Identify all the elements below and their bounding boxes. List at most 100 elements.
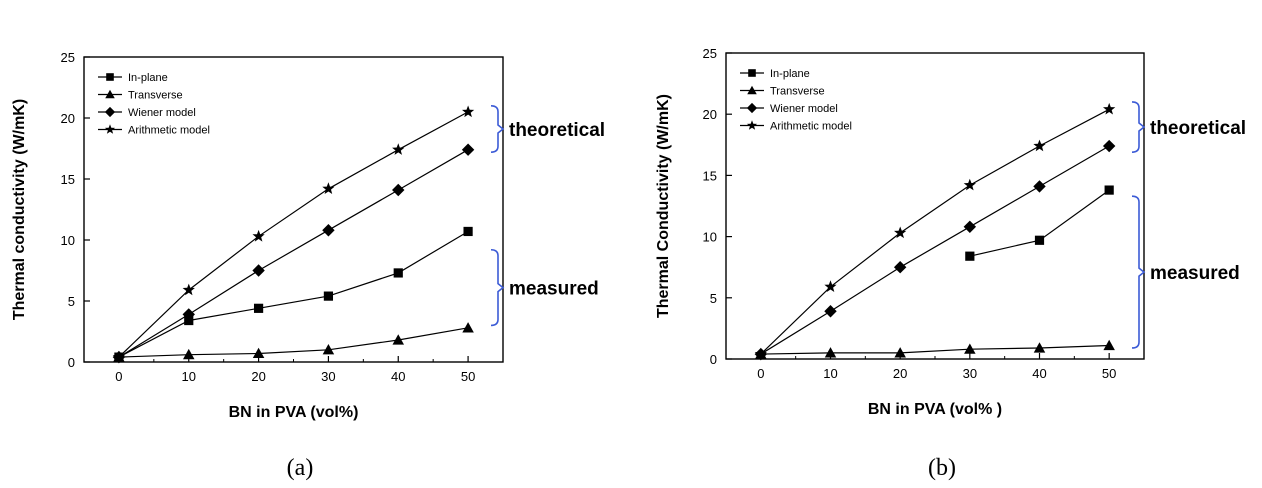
series-square: [114, 226, 473, 362]
bracket: [490, 105, 505, 153]
series-star: [112, 105, 475, 363]
figure-caption: (a): [287, 455, 314, 481]
legend-marker: [105, 89, 115, 99]
data-point: [1033, 139, 1046, 152]
data-point: [1033, 342, 1046, 353]
data-point: [322, 224, 335, 237]
series-line: [760, 145, 1110, 355]
y-tick-label: 20: [61, 111, 75, 126]
legend-marker: [748, 69, 756, 77]
data-point: [392, 334, 404, 345]
data-point: [893, 260, 907, 274]
data-point: [462, 322, 474, 333]
data-point: [252, 229, 265, 242]
data-point: [392, 143, 405, 155]
x-tick-label: 30: [963, 366, 977, 381]
y-tick-label: 25: [61, 50, 75, 65]
series-square: [965, 185, 1114, 261]
figure-caption: (b): [928, 455, 956, 481]
data-point: [1034, 235, 1045, 245]
x-tick-label: 0: [115, 369, 122, 384]
y-tick-label: 15: [703, 168, 717, 183]
y-axis-title: Thermal Conductivity (W/mK): [655, 94, 672, 318]
series-line: [118, 230, 469, 358]
y-tick-label: 10: [61, 233, 75, 248]
data-point: [182, 283, 195, 296]
data-point: [754, 347, 767, 360]
x-tick-label: 20: [893, 366, 907, 381]
legend-label: Arithmetic model: [770, 121, 852, 133]
y-tick-label: 0: [710, 352, 717, 367]
legend-marker: [746, 120, 758, 130]
data-point: [963, 220, 977, 234]
bracket-label-theoretical: theoretical: [509, 120, 605, 141]
data-point: [392, 183, 405, 197]
y-tick-label: 5: [68, 294, 75, 309]
x-tick-label: 0: [757, 366, 764, 381]
series-line: [969, 189, 1110, 257]
data-point: [894, 347, 906, 358]
data-point: [322, 344, 335, 355]
data-point: [965, 251, 975, 261]
data-point: [322, 182, 335, 194]
legend-marker: [746, 102, 758, 114]
data-point: [463, 226, 473, 237]
data-point: [253, 303, 264, 313]
legend-label: Wiener model: [128, 107, 196, 119]
bracket: [490, 248, 505, 327]
series-star: [754, 102, 1116, 360]
data-point: [1104, 185, 1114, 195]
x-tick-label: 10: [182, 369, 196, 384]
x-tick-label: 30: [321, 369, 335, 384]
data-point: [393, 268, 403, 278]
chart-b: 0 10 20 30 40 50 0 5 10 15 20 25 BN in PVA (vol% ) Th…: [655, 46, 1246, 481]
series-line: [118, 111, 469, 358]
data-point: [112, 350, 125, 363]
y-tick-label: 25: [703, 46, 717, 61]
data-point: [964, 343, 976, 354]
legend-label: Transverse: [128, 90, 183, 102]
y-tick-label: 10: [703, 230, 717, 245]
data-point: [462, 105, 475, 118]
legend: In-plane Transverse Wiener model Arithmetic…: [740, 68, 852, 133]
series-line: [118, 327, 469, 358]
plot-frame: [83, 56, 504, 363]
y-tick-label: 0: [68, 355, 75, 370]
bracket-label-theoretical: theoretical: [1150, 118, 1246, 139]
data-point: [824, 305, 837, 318]
legend-label: Transverse: [770, 86, 825, 98]
data-point: [323, 291, 334, 301]
y-tick-label: 5: [710, 291, 717, 306]
data-point: [963, 178, 976, 191]
data-point: [461, 143, 475, 156]
bracket-label-measured: measured: [509, 279, 599, 300]
bracket: [1131, 195, 1146, 349]
legend-label: In-plane: [128, 72, 168, 84]
legend-marker: [747, 85, 757, 95]
series-triangle: [755, 339, 1115, 359]
bracket: [1131, 101, 1146, 153]
legend-marker: [104, 124, 116, 134]
data-point: [252, 347, 265, 359]
data-point: [1103, 102, 1116, 115]
x-tick-label: 50: [461, 369, 475, 384]
legend-label: Arithmetic model: [128, 125, 210, 137]
legend-marker: [106, 73, 114, 81]
plot-frame: [725, 52, 1145, 360]
data-point: [824, 347, 837, 358]
series-line: [760, 344, 1110, 355]
data-point: [824, 280, 837, 292]
legend: In-plane Transverse Wiener model Arithmetic…: [98, 72, 210, 137]
series-diamond: [754, 139, 1116, 361]
series-line: [760, 108, 1110, 355]
series-diamond: [112, 143, 475, 364]
data-point: [182, 308, 195, 321]
chart-a: 0 10 20 30 40 50 0 5 10 15 20 25 BN in PVA (vol%) The…: [11, 50, 605, 481]
legend-label: In-plane: [770, 68, 810, 80]
data-point: [1102, 139, 1116, 153]
legend-label: Wiener model: [770, 103, 838, 115]
x-tick-label: 40: [391, 369, 405, 384]
data-point: [252, 264, 265, 277]
data-point: [183, 348, 195, 360]
